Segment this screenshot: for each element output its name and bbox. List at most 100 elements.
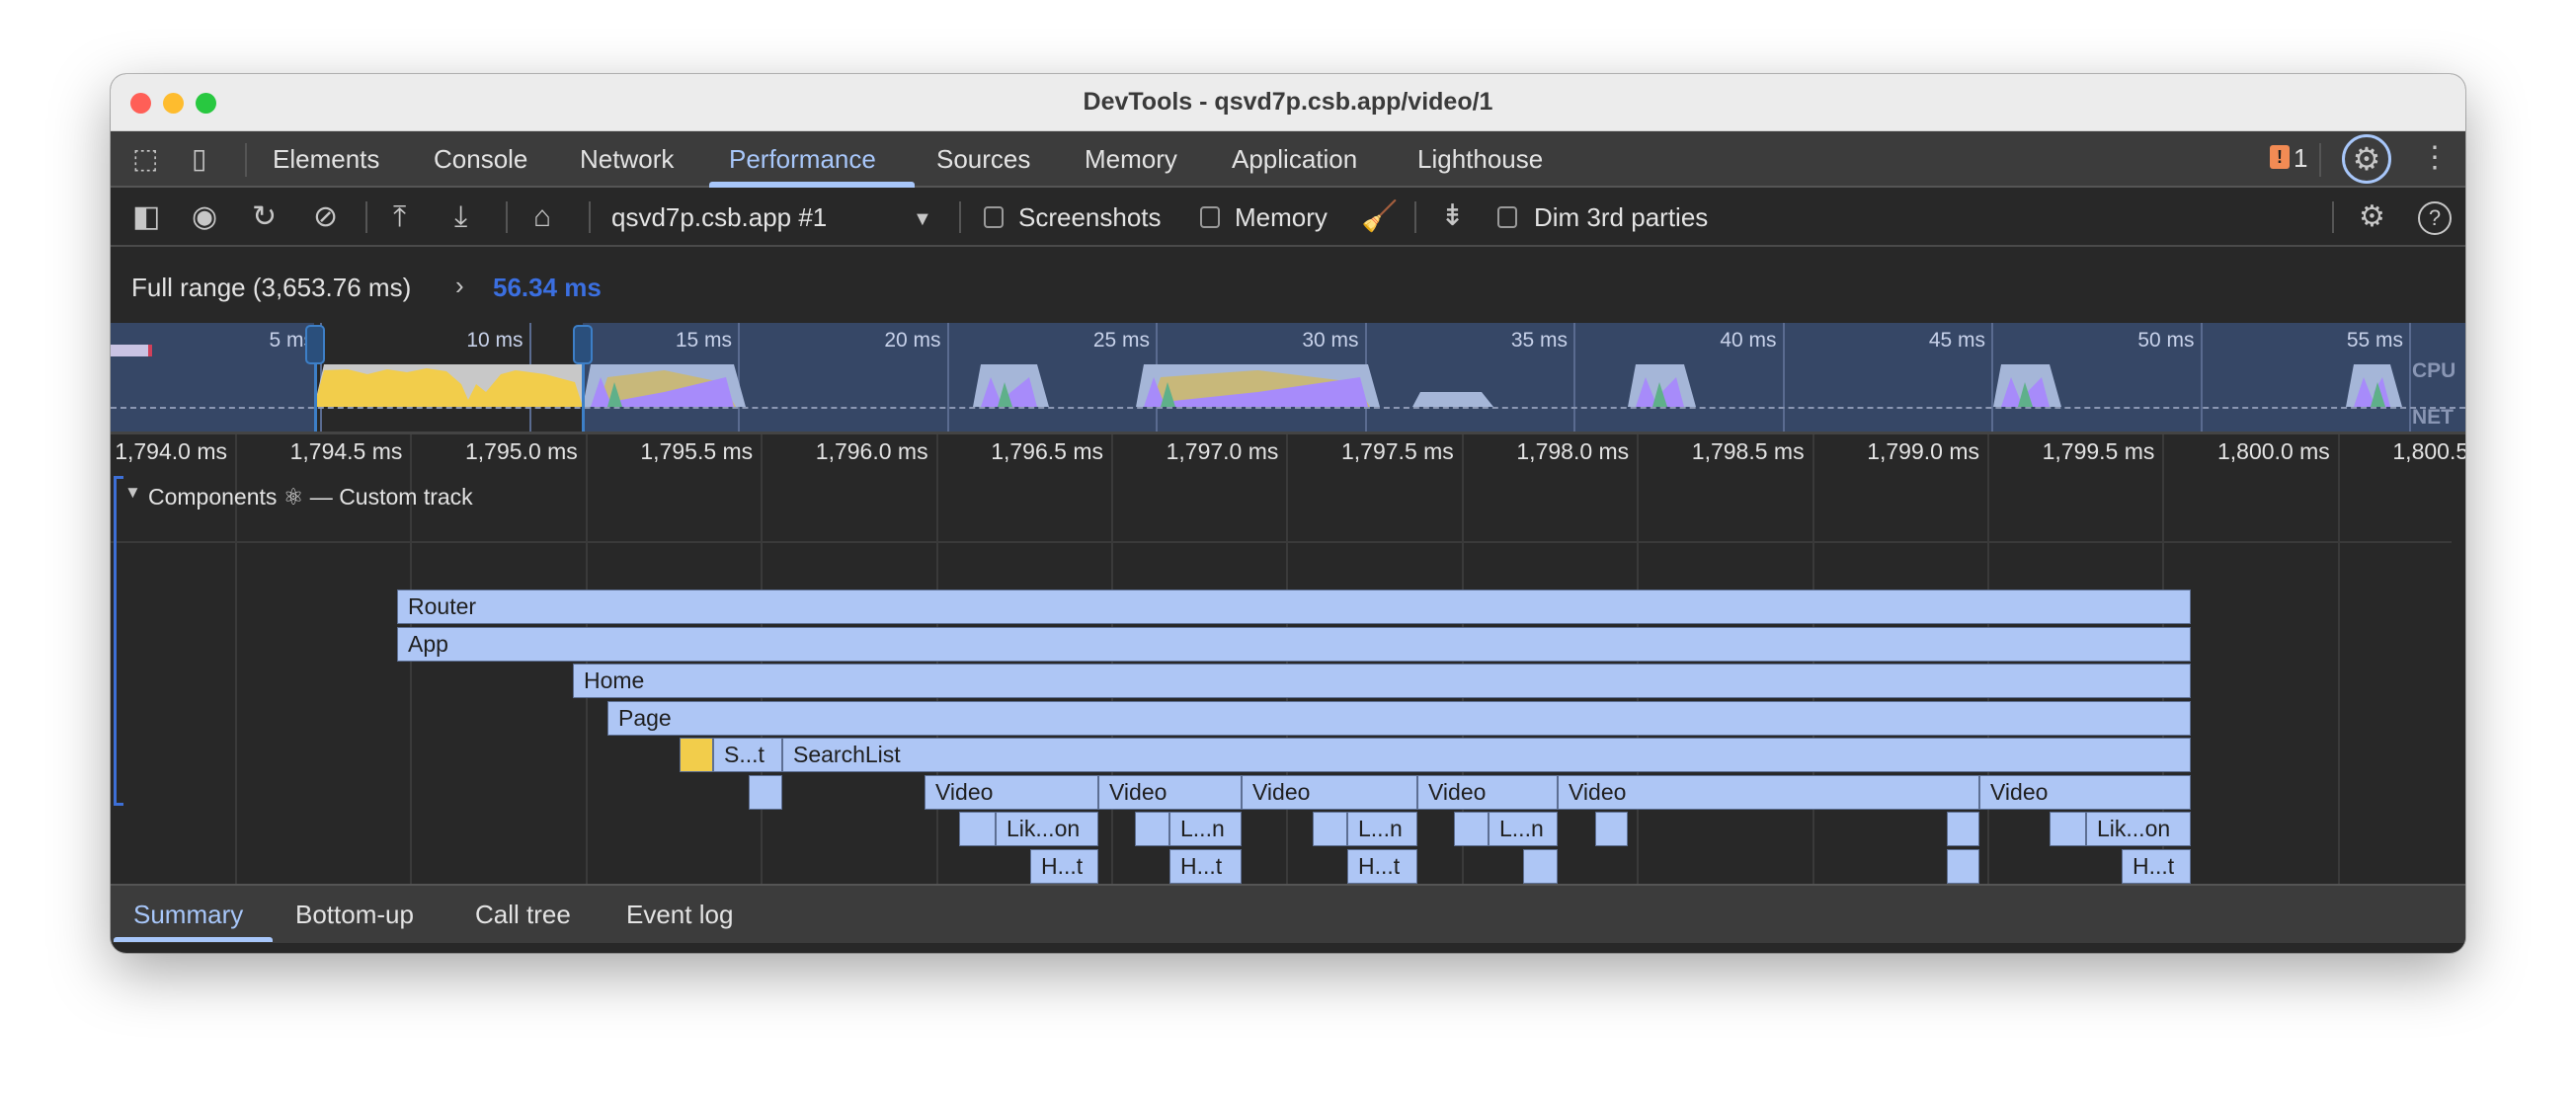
flame-bar[interactable] — [2050, 812, 2086, 846]
tab-lighthouse[interactable]: Lighthouse — [1417, 144, 1544, 174]
timeline-overview[interactable]: 5 ms 10 ms 15 ms 20 ms 25 ms 30 ms 35 ms 40 ms 4… — [111, 323, 2465, 432]
flame-bar[interactable] — [1135, 812, 1169, 846]
flame-bar-ln[interactable]: L...n — [1169, 812, 1242, 846]
screenshots-label[interactable]: Screenshots — [1018, 202, 1162, 232]
overview-tick-label: 15 ms — [675, 329, 732, 352]
flame-bar[interactable] — [749, 774, 782, 810]
ruler-tick-label: 1,795.0 ms — [465, 438, 578, 464]
dim-3rd-parties-checkbox[interactable] — [1497, 206, 1517, 228]
cpu-label: CPU — [2412, 359, 2456, 382]
flame-bar-ln[interactable]: L...n — [1347, 812, 1417, 846]
inspect-element-icon[interactable]: ⬚ — [132, 143, 159, 174]
track-title[interactable]: Components ⚛ — Custom track — [148, 484, 473, 510]
tab-elements[interactable]: Elements — [273, 144, 380, 174]
painting-cpu-area — [1144, 377, 1368, 407]
cpu-activity-graph — [111, 345, 2402, 407]
flame-bar-ht[interactable]: H...t — [1030, 848, 1098, 884]
breadcrumb-full-range[interactable]: Full range (3,653.76 ms) — [131, 273, 412, 302]
flame-bar-ln[interactable]: L...n — [1489, 812, 1558, 846]
issues-icon[interactable]: ! — [2270, 145, 2290, 169]
selection-left-handle[interactable] — [305, 325, 325, 364]
overview-gridline — [1782, 323, 1785, 432]
details-tab-call-tree[interactable]: Call tree — [475, 900, 571, 929]
track-expand-triangle-icon[interactable]: ▼ — [124, 483, 141, 502]
tab-console[interactable]: Console — [434, 144, 528, 174]
flame-bar-st[interactable]: S...t — [713, 738, 782, 772]
flame-bar-video[interactable]: Video — [1098, 774, 1242, 810]
flame-bar[interactable] — [1313, 812, 1347, 846]
dim-3rd-parties-label[interactable]: Dim 3rd parties — [1534, 202, 1709, 232]
target-select[interactable]: qsvd7p.csb.app #1 — [611, 202, 828, 232]
ruler-tick-label: 1,800.0 ms — [2217, 438, 2330, 464]
flame-bar[interactable] — [1523, 848, 1558, 884]
tab-application[interactable]: Application — [1232, 144, 1358, 174]
record-icon[interactable]: ◉ — [192, 200, 218, 233]
flame-bar[interactable] — [1595, 812, 1628, 846]
details-tab-event-log[interactable]: Event log — [626, 900, 734, 929]
flame-bar-video[interactable]: Video — [1417, 774, 1558, 810]
upload-icon[interactable]: ⤒ — [393, 200, 407, 233]
tab-performance[interactable]: Performance — [729, 144, 876, 174]
flame-bar-video[interactable]: Video — [1558, 774, 1979, 810]
flame-bar-likon[interactable]: Lik...on — [2086, 812, 2191, 846]
flame-bar[interactable] — [1947, 848, 1979, 884]
details-tab-bottom-up[interactable]: Bottom-up — [295, 900, 414, 929]
overview-gridline — [1573, 323, 1575, 432]
flame-chart[interactable]: ▼ Components ⚛ — Custom track Router App H… — [111, 469, 2465, 884]
gpu-cpu-area — [1652, 382, 1667, 407]
flame-gridline — [410, 469, 413, 884]
flame-bar-ht[interactable]: H...t — [1347, 848, 1417, 884]
overview-gridline — [2200, 323, 2203, 432]
toggle-sidebar-icon[interactable]: ◧ — [132, 200, 161, 233]
reload-record-icon[interactable]: ↻ — [252, 200, 278, 233]
more-options-icon[interactable]: ⋮ — [2420, 141, 2450, 174]
flame-bar-video[interactable]: Video — [925, 774, 1098, 810]
issues-count[interactable]: 1 — [2294, 143, 2308, 173]
flame-bar[interactable] — [959, 812, 996, 846]
garbage-collect-broom-icon[interactable]: 🧹 — [1361, 200, 1399, 233]
flame-bar-page[interactable]: Page — [607, 700, 2191, 736]
clear-icon[interactable]: ⊘ — [313, 200, 339, 233]
flame-bar-searchlist[interactable]: SearchList — [782, 738, 2191, 772]
flame-bar-ht[interactable]: H...t — [2122, 848, 2191, 884]
flame-bar-video[interactable]: Video — [1979, 774, 2191, 810]
tab-network[interactable]: Network — [580, 144, 675, 174]
screenshots-checkbox[interactable] — [984, 206, 1004, 228]
flame-bar-video[interactable]: Video — [1242, 774, 1417, 810]
ruler-tick-label: 1,796.0 ms — [815, 438, 928, 464]
painting-cpu-area — [2001, 377, 2050, 407]
flame-bar-ht[interactable]: H...t — [1169, 848, 1242, 884]
settings-gear-icon[interactable]: ⚙ — [2342, 134, 2391, 184]
maximize-window-button[interactable] — [196, 93, 216, 114]
overview-gridline — [2409, 323, 2411, 432]
breadcrumb-current-range[interactable]: 56.34 ms — [493, 273, 602, 302]
details-tab-bar: Summary Bottom-up Call tree Event log — [111, 884, 2465, 943]
tab-memory[interactable]: Memory — [1085, 144, 1177, 174]
painting-cpu-area — [591, 377, 734, 407]
ruler-gridline — [1111, 434, 1113, 469]
flame-bar[interactable] — [680, 738, 713, 772]
download-icon[interactable]: ⤓ — [454, 200, 468, 233]
title-bar: DevTools - qsvd7p.csb.app/video/1 — [111, 74, 2465, 131]
home-icon[interactable]: ⌂ — [533, 200, 552, 233]
help-icon[interactable]: ? — [2418, 201, 2452, 235]
selection-right-handle[interactable] — [573, 325, 593, 364]
overview-gridline — [738, 323, 740, 432]
dropdown-arrow-icon[interactable]: ▼ — [913, 208, 932, 230]
capture-settings-gear-icon[interactable]: ⚙ — [2359, 200, 2385, 233]
flame-bar-likon[interactable]: Lik...on — [996, 812, 1098, 846]
breadcrumb: Full range (3,653.76 ms) › 56.34 ms — [111, 249, 2465, 323]
details-tab-summary[interactable]: Summary — [133, 900, 244, 929]
close-window-button[interactable] — [130, 93, 151, 114]
flame-bar-router[interactable]: Router — [397, 589, 2191, 624]
minimize-window-button[interactable] — [163, 93, 184, 114]
flame-bar-home[interactable]: Home — [573, 664, 2191, 698]
collapse-tracks-icon[interactable]: ⇟ — [1440, 199, 1466, 232]
device-toolbar-icon[interactable]: ▯ — [192, 143, 207, 174]
memory-label[interactable]: Memory — [1235, 202, 1328, 232]
tab-sources[interactable]: Sources — [936, 144, 1031, 174]
flame-bar[interactable] — [1947, 812, 1979, 846]
flame-bar-app[interactable]: App — [397, 626, 2191, 662]
flame-bar[interactable] — [1454, 812, 1489, 846]
memory-checkbox[interactable] — [1200, 206, 1220, 228]
